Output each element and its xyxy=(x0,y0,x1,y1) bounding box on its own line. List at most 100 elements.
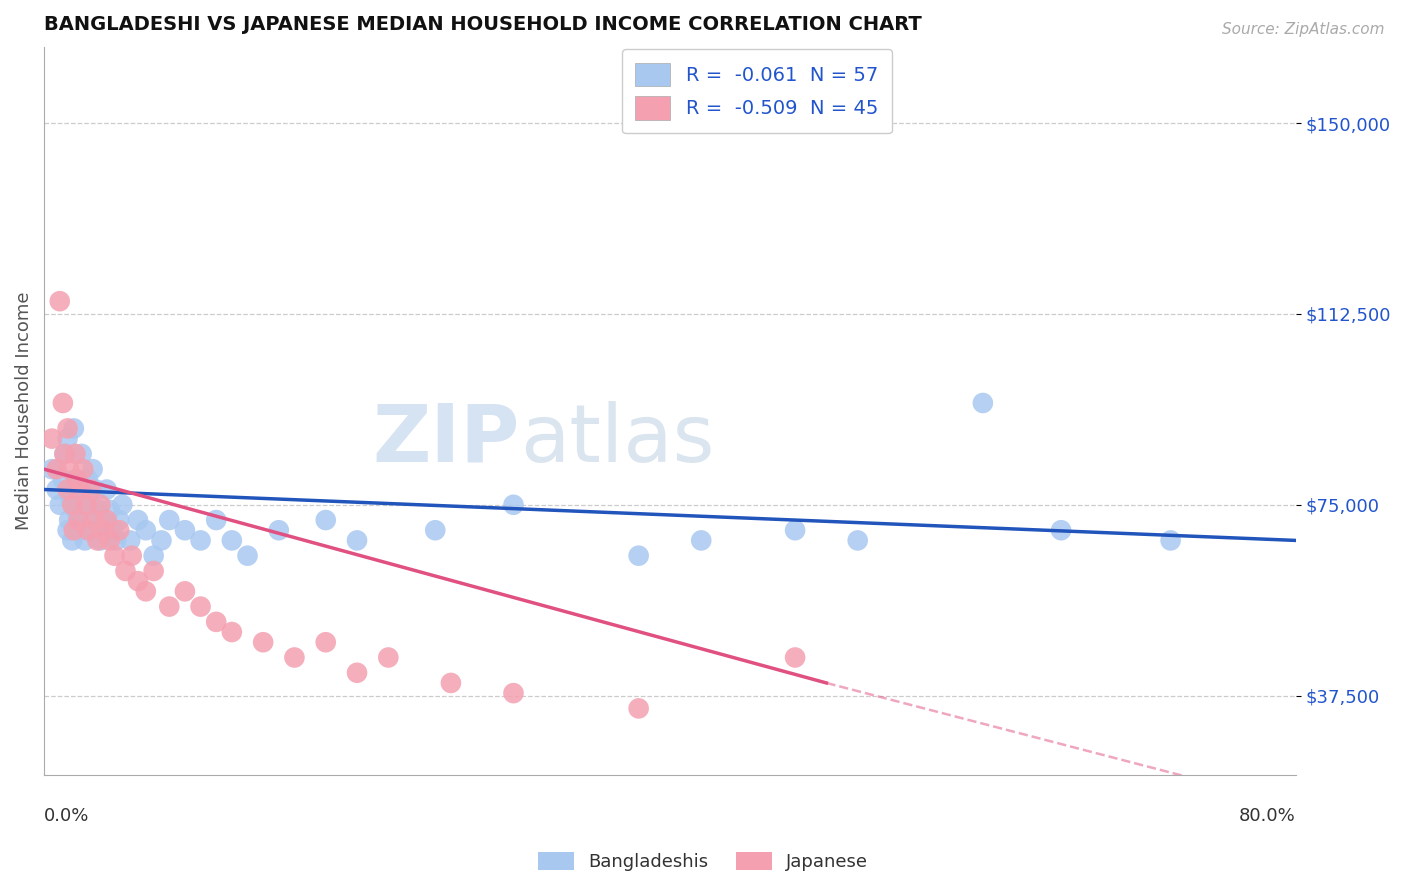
Text: ZIP: ZIP xyxy=(373,401,520,479)
Text: atlas: atlas xyxy=(520,401,714,479)
Point xyxy=(63,421,86,435)
Point xyxy=(89,533,111,548)
Point xyxy=(157,599,180,614)
Point xyxy=(627,549,650,563)
Point xyxy=(84,483,107,497)
Text: Source: ZipAtlas.com: Source: ZipAtlas.com xyxy=(1222,22,1385,37)
Point xyxy=(142,564,165,578)
Point xyxy=(205,615,228,629)
Point xyxy=(105,533,128,548)
Point xyxy=(221,533,243,548)
Point xyxy=(111,498,134,512)
Point xyxy=(127,513,149,527)
Point xyxy=(96,513,118,527)
Point xyxy=(77,472,100,486)
Text: BANGLADESHI VS JAPANESE MEDIAN HOUSEHOLD INCOME CORRELATION CHART: BANGLADESHI VS JAPANESE MEDIAN HOUSEHOLD… xyxy=(44,15,922,34)
Point xyxy=(108,523,131,537)
Point xyxy=(73,533,96,548)
Point xyxy=(60,533,83,548)
Point xyxy=(1050,523,1073,537)
Point xyxy=(66,483,89,497)
Point xyxy=(346,533,368,548)
Point xyxy=(157,513,180,527)
Point xyxy=(70,447,93,461)
Point xyxy=(93,513,115,527)
Point xyxy=(41,432,63,446)
Point xyxy=(190,533,212,548)
Point xyxy=(65,503,87,517)
Point xyxy=(377,650,399,665)
Point xyxy=(846,533,869,548)
Point xyxy=(66,472,89,486)
Point xyxy=(60,498,83,512)
Point xyxy=(93,523,115,537)
Point xyxy=(190,599,212,614)
Legend: R =  -0.061  N = 57, R =  -0.509  N = 45: R = -0.061 N = 57, R = -0.509 N = 45 xyxy=(621,49,891,134)
Point xyxy=(205,513,228,527)
Point xyxy=(690,533,713,548)
Point xyxy=(83,523,105,537)
Point xyxy=(69,483,91,497)
Point xyxy=(121,549,143,563)
Point xyxy=(627,701,650,715)
Point xyxy=(53,447,76,461)
Point xyxy=(52,396,75,410)
Point xyxy=(502,686,524,700)
Point xyxy=(150,533,173,548)
Point xyxy=(142,549,165,563)
Point xyxy=(49,294,72,309)
Point xyxy=(72,492,94,507)
Point xyxy=(127,574,149,589)
Point xyxy=(425,523,447,537)
Point xyxy=(56,421,79,435)
Point xyxy=(502,498,524,512)
Point xyxy=(83,513,105,527)
Point xyxy=(315,635,337,649)
Text: 80.0%: 80.0% xyxy=(1239,807,1296,825)
Point xyxy=(114,564,136,578)
Point xyxy=(236,549,259,563)
Point xyxy=(65,447,87,461)
Legend: Bangladeshis, Japanese: Bangladeshis, Japanese xyxy=(530,845,876,879)
Point xyxy=(785,523,807,537)
Point xyxy=(221,625,243,640)
Point xyxy=(75,498,97,512)
Point xyxy=(283,650,305,665)
Point xyxy=(89,498,111,512)
Text: 0.0%: 0.0% xyxy=(44,807,90,825)
Point xyxy=(252,635,274,649)
Point xyxy=(56,483,79,497)
Point xyxy=(52,472,75,486)
Point xyxy=(82,462,104,476)
Point xyxy=(346,665,368,680)
Point xyxy=(77,523,100,537)
Point xyxy=(98,503,121,517)
Point xyxy=(174,584,197,599)
Point xyxy=(108,513,131,527)
Point xyxy=(315,513,337,527)
Point xyxy=(75,508,97,522)
Point xyxy=(67,513,90,527)
Point xyxy=(135,584,157,599)
Point xyxy=(101,523,124,537)
Point xyxy=(98,533,121,548)
Point xyxy=(103,549,125,563)
Point xyxy=(56,523,79,537)
Point xyxy=(785,650,807,665)
Y-axis label: Median Household Income: Median Household Income xyxy=(15,292,32,530)
Point xyxy=(49,498,72,512)
Point xyxy=(45,462,67,476)
Point xyxy=(267,523,290,537)
Point xyxy=(87,503,110,517)
Point xyxy=(972,396,994,410)
Point xyxy=(58,462,80,476)
Point xyxy=(96,483,118,497)
Point xyxy=(67,513,90,527)
Point xyxy=(86,533,108,548)
Point xyxy=(41,462,63,476)
Point xyxy=(59,492,82,507)
Point xyxy=(120,533,142,548)
Point xyxy=(174,523,197,537)
Point xyxy=(58,513,80,527)
Point xyxy=(440,676,463,690)
